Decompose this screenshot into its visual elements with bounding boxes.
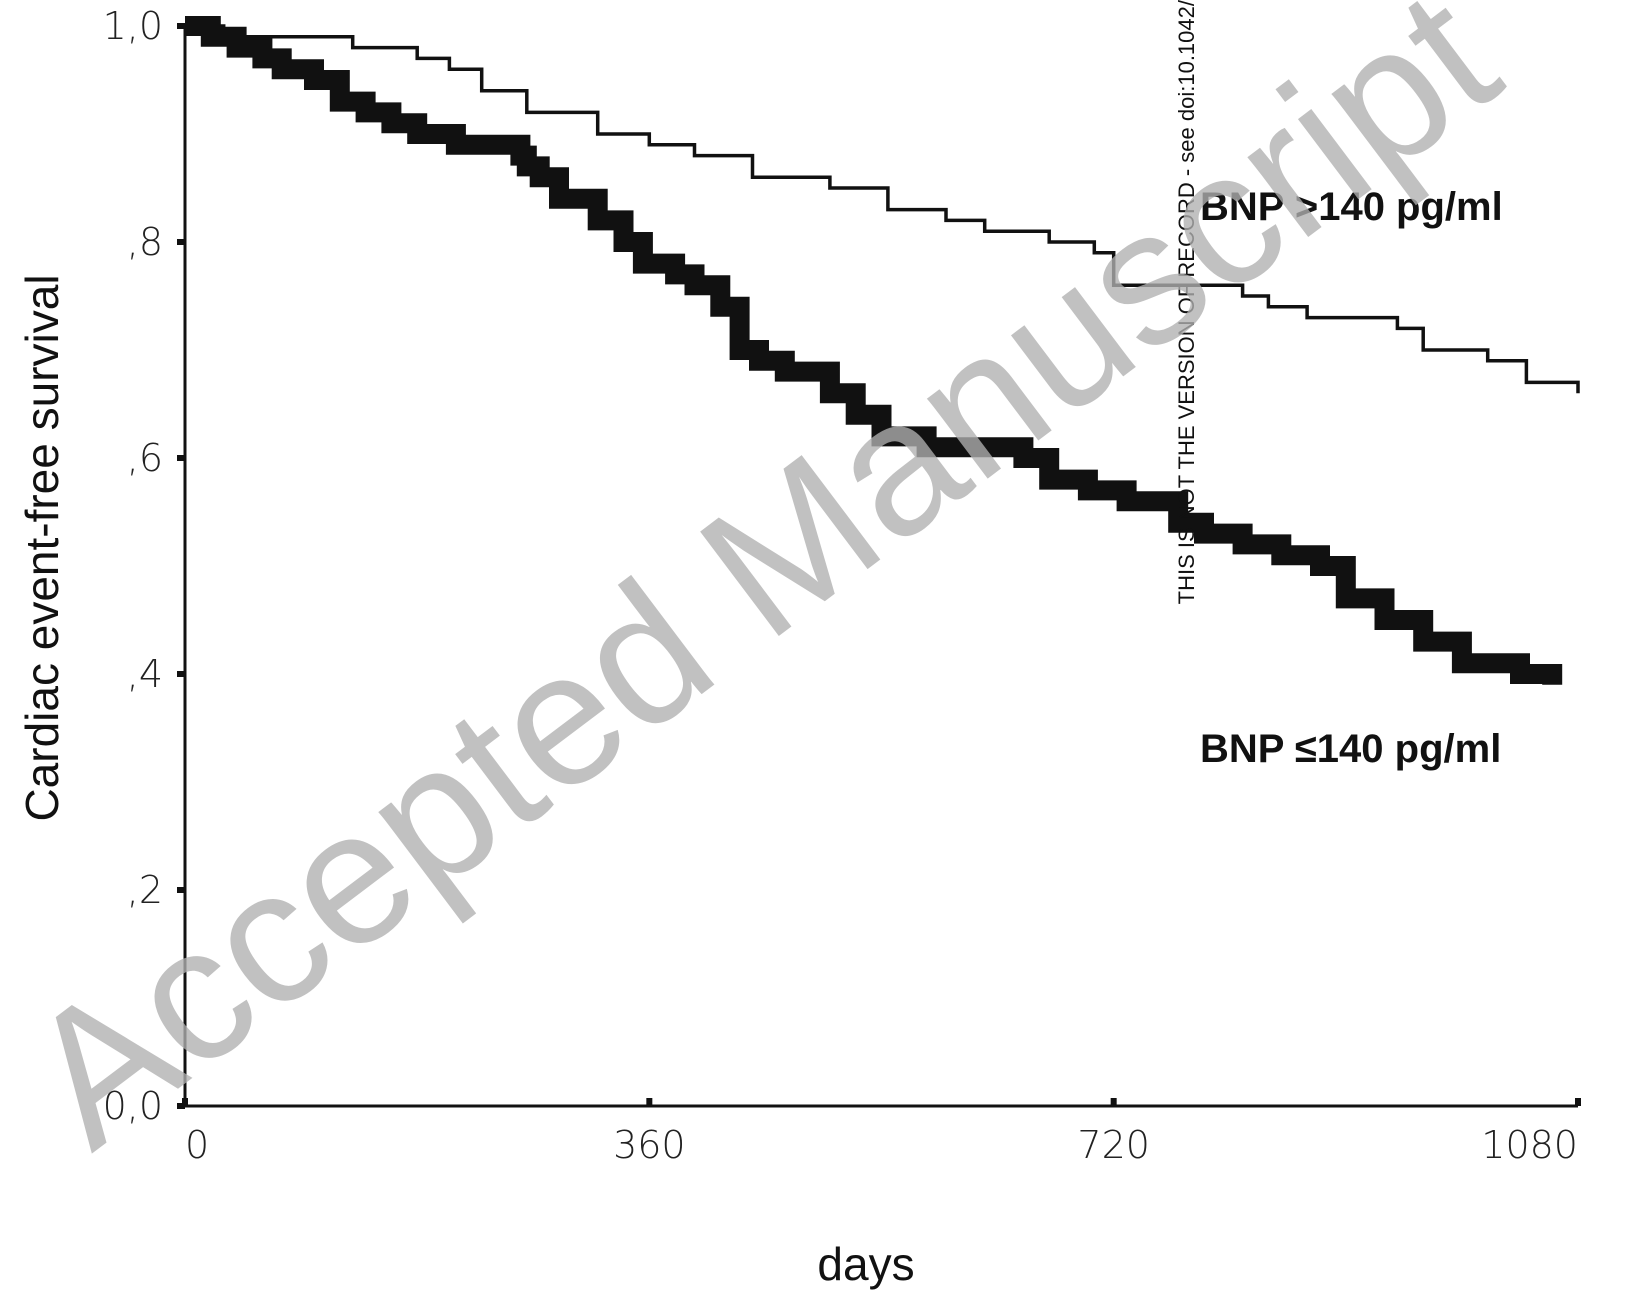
- side-note: THIS IS NOT THE VERSION OF RECORD - see …: [1174, 0, 1199, 604]
- series-line-bnp-low: [185, 16, 1563, 685]
- x-tick-label: 1080: [1481, 1123, 1578, 1167]
- x-tick-mark: [1575, 1098, 1581, 1106]
- series-label-high: BNP >140 pg/ml: [1200, 185, 1503, 229]
- y-axis-ticks: 0,0 ,2 ,4 ,6 ,8 1,0: [103, 4, 185, 1128]
- y-tick-mark: [177, 23, 185, 29]
- x-tick-mark: [182, 1098, 188, 1106]
- y-axis-title: Cardiac event-free survival: [16, 274, 68, 821]
- series-line-bnp-high: [185, 24, 1580, 394]
- x-tick-label: 360: [613, 1123, 686, 1167]
- x-tick-mark: [1110, 1098, 1117, 1106]
- survival-curves: [185, 16, 1580, 685]
- series-label-low-symbol: ≤: [1295, 727, 1317, 771]
- y-tick-mark: [177, 671, 185, 677]
- y-tick-label: 1,0: [103, 4, 163, 48]
- x-tick-label: 720: [1077, 1123, 1150, 1167]
- y-tick-label: 0,0: [103, 1084, 163, 1128]
- y-tick-mark: [177, 887, 185, 893]
- x-axis-title: days: [817, 1238, 914, 1290]
- x-tick-label: 0: [185, 1123, 209, 1167]
- series-label-low: BNP ≤140 pg/ml: [1200, 727, 1501, 771]
- y-tick-label: ,2: [127, 868, 163, 912]
- series-label-low-prefix: BNP: [1200, 727, 1295, 771]
- y-tick-mark: [177, 1103, 185, 1109]
- y-tick-label: ,8: [127, 220, 163, 264]
- x-axis-ticks: 0 360 720 1080: [182, 1098, 1581, 1167]
- y-tick-mark: [177, 239, 185, 245]
- y-tick-label: ,4: [127, 652, 163, 696]
- x-tick-mark: [646, 1098, 653, 1106]
- y-tick-label: ,6: [127, 436, 163, 480]
- y-tick-mark: [177, 455, 185, 461]
- series-label-low-value: 140 pg/ml: [1317, 727, 1502, 771]
